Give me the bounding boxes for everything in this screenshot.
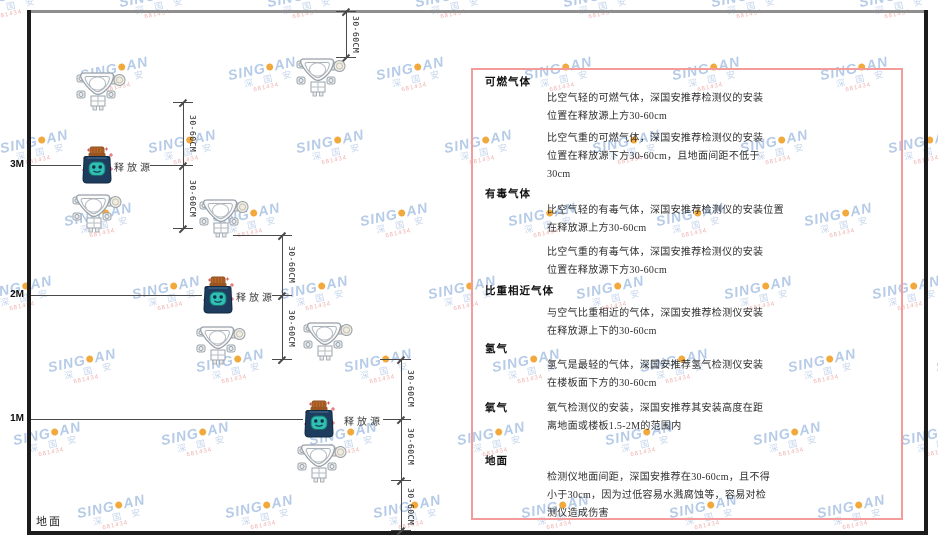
- panel-text-line: 在释放源上下的30-60cm: [547, 326, 657, 337]
- release-source-icon: [302, 400, 336, 438]
- connector-line: [150, 165, 184, 166]
- panel-text-line: 位置在释放源下方30-60cm: [547, 265, 668, 276]
- dimension-tick: [391, 359, 411, 360]
- panel-text-line: 测仪造成伤害: [547, 508, 609, 519]
- section-title-similar-density-gas: 比重相近气体: [485, 286, 554, 297]
- panel-text-line: 在楼板面下方的30-60cm: [547, 378, 657, 389]
- dimension-label: 30-60CM: [188, 180, 197, 218]
- panel-paragraph: 与空气比重相近的气体，深国安推荐检测仪安装 在释放源上下的30-60cm: [547, 305, 787, 341]
- release-source-label: 释放源: [236, 293, 275, 304]
- dimension-line-1m: [401, 359, 402, 532]
- installation-guide-panel: 可燃气体 比空气轻的可燃气体，深国安推荐检测仪的安装 位置在释放源上方30-60…: [471, 68, 903, 520]
- connector-line: [233, 235, 283, 236]
- panel-text-line: 小于30cm，因为过低容易水溅腐蚀等，容易对检: [547, 490, 767, 501]
- release-source-label: 释放源: [114, 163, 153, 174]
- height-line-1m: [31, 419, 303, 420]
- panel-text-line: 比空气重的可燃气体，深国安推荐检测仪的安装: [547, 133, 764, 144]
- panel-paragraph: 氧气检测仪的安装，深国安推荐其安装高度在距 离地面或楼板1.5-2M的范围内: [547, 400, 787, 436]
- dimension-label: 30-60CM: [287, 246, 296, 284]
- height-label-2m: 2M: [10, 289, 24, 300]
- release-source-icon: [201, 276, 235, 314]
- gas-detector-icon: [296, 56, 346, 98]
- dimension-tick: [391, 480, 411, 481]
- dimension-label: 30-60CM: [188, 115, 197, 153]
- ground-label: 地面: [36, 516, 62, 528]
- gas-detector-icon: [199, 197, 249, 239]
- dimension-tick: [272, 295, 292, 296]
- height-label-1m: 1M: [10, 413, 24, 424]
- ceiling-line: [28, 10, 925, 13]
- dimension-tick: [173, 228, 193, 229]
- height-label-3m: 3M: [10, 159, 24, 170]
- floor-line: [27, 531, 928, 535]
- gas-detector-icon: [76, 70, 126, 112]
- panel-paragraph: 比空气重的可燃气体，深国安推荐检测仪的安装 位置在释放源下方30-60cm，且地…: [547, 130, 787, 184]
- panel-paragraph: 氢气是最轻的气体，深国安推荐氢气检测仪安装 在楼板面下方的30-60cm: [547, 357, 787, 393]
- panel-paragraph: 比空气重的有毒气体，深国安推荐检测仪的安装 位置在释放源下方30-60cm: [547, 244, 787, 280]
- panel-text-line: 氧气检测仪的安装，深国安推荐其安装高度在距: [547, 403, 764, 414]
- dimension-tick: [173, 102, 193, 103]
- height-line-3m: [31, 165, 81, 166]
- panel-text-line: 离地面或楼板1.5-2M的范围内: [547, 421, 682, 432]
- panel-text-line: 检测仪地面间距，深国安推荐在30-60cm，且不得: [547, 472, 771, 483]
- dimension-label: 30-60CM: [406, 488, 415, 526]
- dimension-tick: [272, 235, 292, 236]
- panel-text-line: 与空气比重相近的气体，深国安推荐检测仪安装: [547, 308, 764, 319]
- gas-detector-icon: [72, 192, 122, 234]
- right-wall-line: [924, 10, 928, 533]
- section-title-ground: 地面: [485, 456, 508, 467]
- dimension-line-ceiling: [346, 12, 347, 57]
- gas-detector-icon: [297, 442, 347, 484]
- panel-text-line: 比空气轻的有毒气体，深国安推荐检测仪的安装位置: [547, 205, 784, 216]
- panel-text-line: 位置在释放源下方30-60cm，且地面间距不低于: [547, 151, 760, 162]
- panel-text-line: 比空气轻的可燃气体，深国安推荐检测仪的安装: [547, 93, 764, 104]
- release-source-label: 释放源: [344, 417, 383, 428]
- dimension-tick: [391, 419, 411, 420]
- section-title-toxic-gas: 有毒气体: [485, 189, 531, 200]
- dimension-label: 30-60CM: [351, 16, 360, 54]
- dimension-line-2m: [282, 235, 283, 359]
- dimension-label: 30-60CM: [406, 370, 415, 408]
- height-line-2m: [31, 295, 202, 296]
- dimension-tick: [173, 165, 193, 166]
- panel-text-line: 30cm: [547, 169, 571, 180]
- left-wall-line: [27, 10, 31, 533]
- gas-detector-icon: [303, 320, 353, 362]
- dimension-tick: [336, 57, 356, 58]
- panel-text-line: 比空气重的有毒气体，深国安推荐检测仪的安装: [547, 247, 764, 258]
- section-title-hydrogen: 氢气: [485, 344, 508, 355]
- dimension-tick: [391, 530, 411, 531]
- panel-text-line: 氢气是最轻的气体，深国安推荐氢气检测仪安装: [547, 360, 764, 371]
- section-title-oxygen: 氧气: [485, 403, 508, 414]
- panel-text-line: 在释放源上方30-60cm: [547, 223, 647, 234]
- dimension-tick: [272, 359, 292, 360]
- dimension-label: 30-60CM: [406, 428, 415, 466]
- section-title-combustible-gas: 可燃气体: [485, 77, 531, 88]
- panel-paragraph: 检测仪地面间距，深国安推荐在30-60cm，且不得 小于30cm，因为过低容易水…: [547, 469, 787, 523]
- dimension-label: 30-60CM: [287, 310, 296, 348]
- panel-paragraph: 比空气轻的有毒气体，深国安推荐检测仪的安装位置 在释放源上方30-60cm: [547, 202, 787, 238]
- panel-paragraph: 比空气轻的可燃气体，深国安推荐检测仪的安装 位置在释放源上方30-60cm: [547, 90, 787, 126]
- dimension-tick: [336, 11, 356, 12]
- panel-text-line: 位置在释放源上方30-60cm: [547, 111, 668, 122]
- gas-detector-icon: [196, 324, 246, 366]
- release-source-icon: [80, 146, 114, 184]
